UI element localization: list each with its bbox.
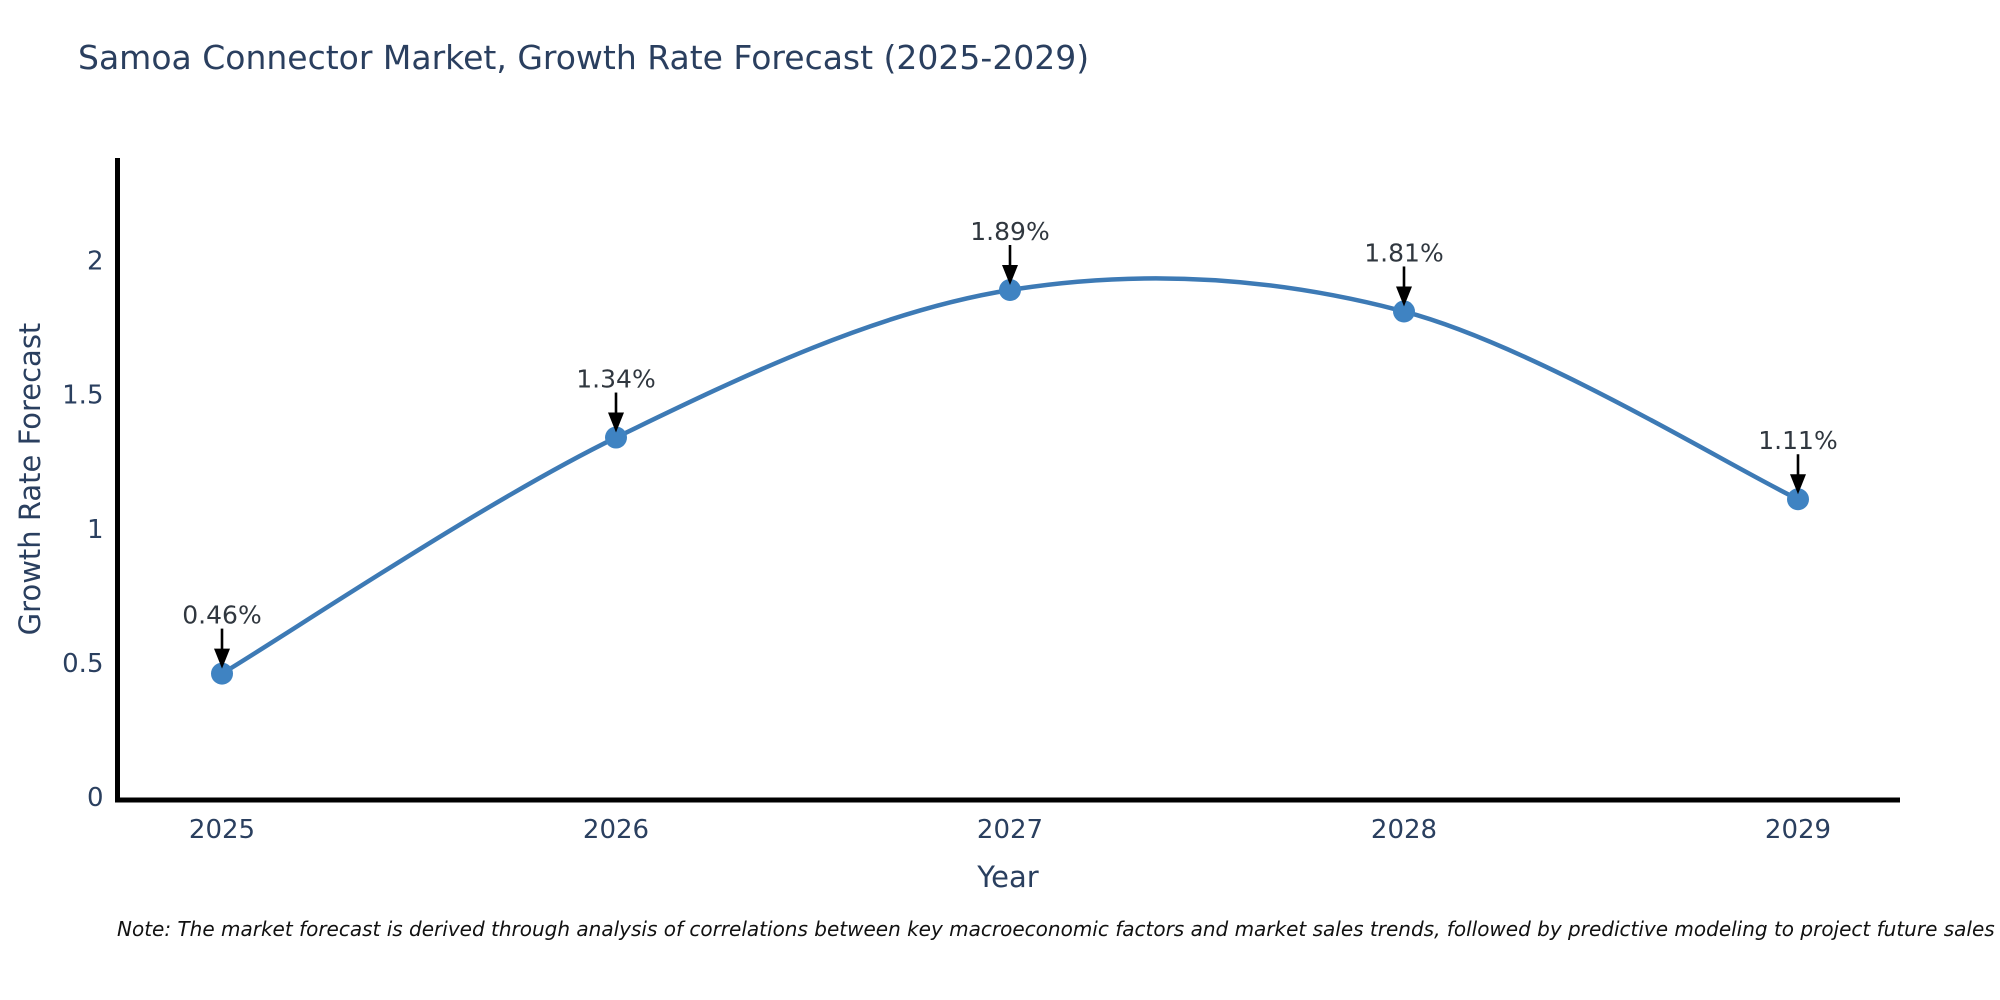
chart-title: Samoa Connector Market, Growth Rate Fore… <box>78 38 1090 77</box>
point-label-2026: 1.34% <box>576 365 655 394</box>
data-point-2027[interactable] <box>999 279 1021 302</box>
x-axis-title: Year <box>977 860 1039 894</box>
annotation-arrowhead-icon <box>1790 474 1806 495</box>
annotation-arrowhead-icon <box>214 648 230 669</box>
data-point-2029[interactable] <box>1787 488 1809 511</box>
annotation-arrowhead-icon <box>1002 265 1018 286</box>
x-tick-2026: 2026 <box>583 815 649 845</box>
annotation-arrowhead-icon <box>1396 286 1412 307</box>
y-tick-1.5: 1.5 <box>62 381 103 411</box>
x-tick-2028: 2028 <box>1371 815 1437 845</box>
point-label-2029: 1.11% <box>1758 426 1837 455</box>
data-point-2026[interactable] <box>605 426 627 449</box>
y-tick-2: 2 <box>87 247 104 277</box>
annotation-arrowhead-icon <box>608 412 624 433</box>
y-tick-1: 1 <box>87 515 104 545</box>
forecast-line <box>219 276 1801 676</box>
data-point-2025[interactable] <box>211 662 233 685</box>
point-label-2027: 1.89% <box>970 217 1049 246</box>
y-tick-0: 0 <box>87 783 104 813</box>
point-label-2028: 1.81% <box>1364 238 1443 267</box>
chart-footnote: Note: The market forecast is derived thr… <box>117 917 1995 941</box>
x-tick-2025: 2025 <box>189 815 255 845</box>
x-tick-2029: 2029 <box>1765 815 1831 845</box>
y-tick-0.5: 0.5 <box>62 649 103 679</box>
x-tick-2027: 2027 <box>977 815 1043 845</box>
point-label-2025: 0.46% <box>182 601 261 630</box>
data-point-2028[interactable] <box>1393 300 1415 323</box>
